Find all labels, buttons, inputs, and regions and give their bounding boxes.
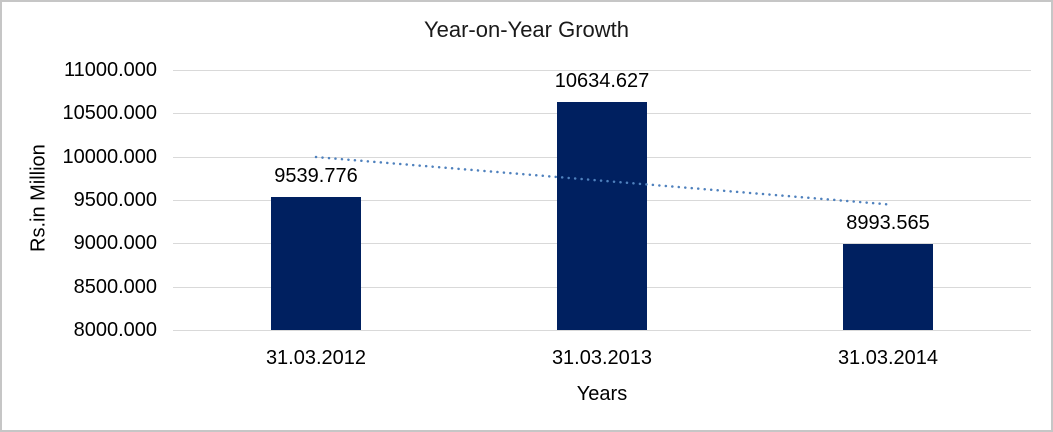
y-tick-label: 10500.000	[62, 102, 157, 125]
trendline	[314, 155, 890, 206]
gridline	[173, 330, 1031, 331]
trendline-layer	[314, 155, 890, 206]
y-tick-label: 8000.000	[73, 319, 157, 341]
plot-area: 9539.776 10634.627 8993.565	[173, 69, 1031, 331]
category-label: 31.03.2012	[265, 347, 367, 369]
chart-title: Year-on-Year Growth	[423, 17, 630, 42]
bar	[271, 196, 361, 330]
bar-data-label: 9539.776	[274, 164, 358, 187]
bar	[557, 101, 647, 330]
y-tick-label: 9000.000	[73, 232, 157, 255]
bar-data-label: 10634.627	[554, 69, 650, 92]
category-label: 31.03.2014	[837, 347, 939, 369]
y-axis-tick-labels: 11000.000 10500.000 10000.000 9500.000 9000.…	[2, 59, 157, 341]
gridline	[173, 70, 1031, 71]
category-label: 31.03.2013	[551, 347, 653, 369]
bar	[843, 243, 933, 330]
y-tick-label: 9500.000	[73, 189, 157, 211]
x-axis-title: Years	[576, 383, 628, 405]
y-tick-label: 10000.000	[62, 145, 157, 168]
y-tick-label: 11000.000	[63, 59, 157, 81]
bar-data-label: 8993.565	[846, 211, 930, 234]
y-tick-label: 8500.000	[73, 275, 157, 298]
